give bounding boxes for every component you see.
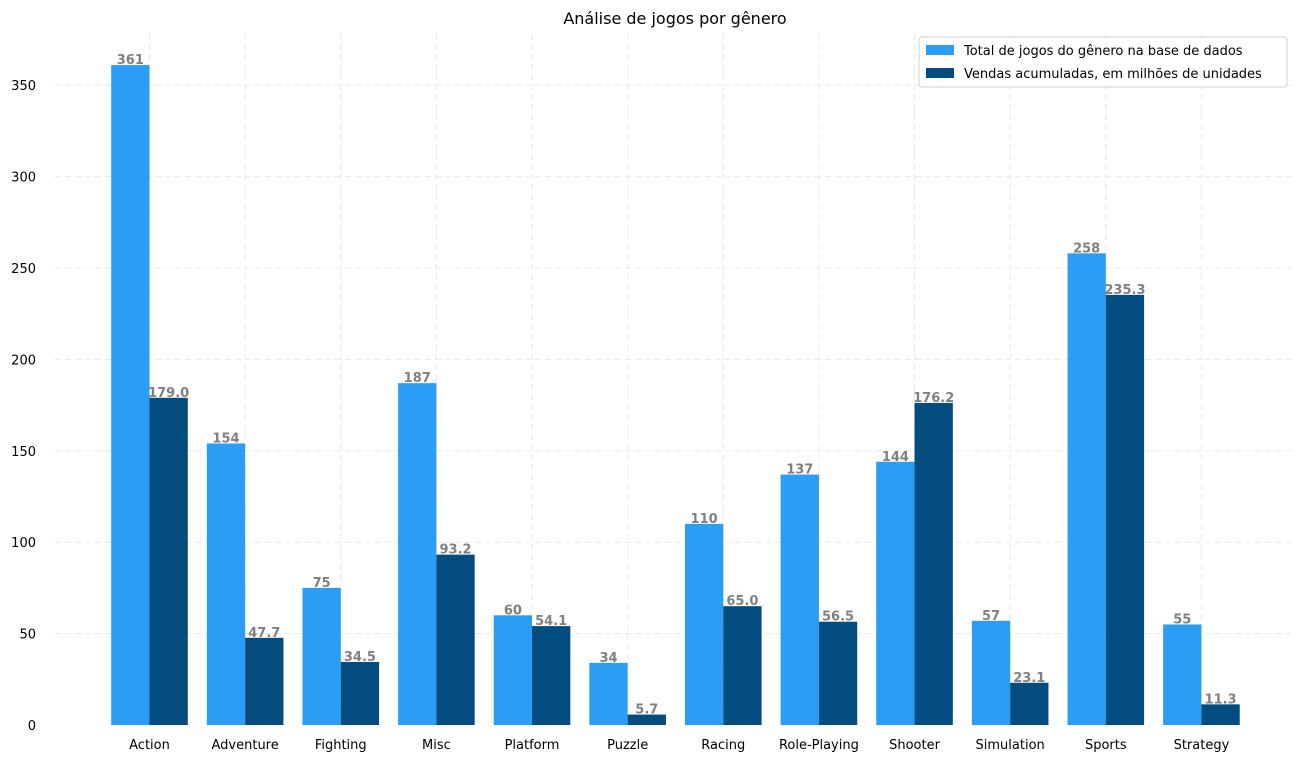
bar-total-jogos-strategy [1163,624,1202,725]
x-tick-label-platform: Platform [505,738,560,753]
bar-vendas-fighting [340,661,380,725]
legend-box [918,36,1288,88]
data-label-vendas-shooter: 176.2 [913,391,954,406]
legend-swatch-total-jogos [926,45,954,55]
bar-total-jogos-sports [1067,253,1106,725]
data-label-vendas-strategy: 11.3 [1205,692,1237,707]
data-label-total-jogos-simulation: 57 [982,609,1000,624]
data-label-total-jogos-fighting: 75 [313,576,331,591]
data-label-total-jogos-adventure: 154 [212,431,239,446]
bar-total-jogos-role-playing [780,474,819,725]
x-tick-label-misc: Misc [422,738,451,753]
x-tick-label-simulation: Simulation [976,738,1045,753]
data-label-total-jogos-platform: 60 [504,603,522,618]
bar-vendas-racing [723,606,762,725]
bar-total-jogos-misc [398,383,437,725]
x-tick-label-strategy: Strategy [1174,738,1230,753]
bar-total-jogos-racing [684,523,724,725]
data-label-total-jogos-misc: 187 [404,371,431,386]
data-label-vendas-racing: 65.0 [726,594,758,609]
bar-vendas-strategy [1201,704,1240,725]
legend-label-vendas: Vendas acumuladas, em milhões de unidade… [964,67,1262,82]
data-label-vendas-sports: 235.3 [1104,283,1145,298]
data-label-vendas-misc: 93.2 [440,543,472,558]
data-label-total-jogos-strategy: 55 [1173,612,1191,627]
x-tick-label-role-playing: Role-Playing [779,738,859,753]
y-axis: 0 50 100 150 200 250 300 350 [11,79,36,734]
data-label-vendas-platform: 54.1 [535,614,567,629]
data-label-total-jogos-action: 361 [117,53,144,68]
legend-label-total-jogos: Total de jogos do gênero na base de dado… [963,44,1243,59]
bar-total-jogos-adventure [206,443,246,725]
bar-total-jogos-shooter [876,461,915,725]
bar-vendas-simulation [1010,682,1049,725]
x-tick-label-puzzle: Puzzle [607,738,648,753]
x-tick-label-sports: Sports [1085,738,1127,753]
x-tick-label-action: Action [129,738,170,753]
bar-vendas-platform [532,626,571,725]
y-tick-label-50: 50 [19,628,36,643]
y-tick-label-350: 350 [11,79,36,94]
bar-total-jogos-platform [493,615,533,725]
y-tick-label-200: 200 [11,353,36,368]
data-label-vendas-fighting: 34.5 [344,650,376,665]
x-tick-label-fighting: Fighting [315,738,367,753]
data-label-vendas-role-playing: 56.5 [822,610,854,625]
y-tick-label-100: 100 [11,536,36,551]
x-tick-label-shooter: Shooter [889,738,940,753]
bar-vendas-sports [1105,294,1145,725]
legend: Total de jogos do gênero na base de dado… [918,36,1288,88]
y-tick-label-0: 0 [28,719,36,734]
data-label-vendas-puzzle: 5.7 [635,703,658,718]
bar-total-jogos-simulation [971,620,1011,725]
x-tick-label-adventure: Adventure [212,738,279,753]
data-label-vendas-simulation: 23.1 [1013,671,1045,686]
bar-total-jogos-fighting [302,587,341,725]
legend-swatch-vendas [926,68,954,78]
data-label-total-jogos-role-playing: 137 [786,463,813,478]
x-axis: Action Adventure Fighting Misc Platform Puzzl… [129,738,1229,753]
bar-vendas-role-playing [818,621,858,725]
bar-vendas-action [149,397,188,725]
data-label-total-jogos-shooter: 144 [882,450,909,465]
y-tick-label-300: 300 [11,171,36,186]
x-tick-label-racing: Racing [701,738,745,753]
data-label-total-jogos-puzzle: 34 [599,651,617,666]
bar-total-jogos-puzzle [589,662,628,725]
data-label-total-jogos-sports: 258 [1073,241,1100,256]
bar-vendas-puzzle [627,714,666,725]
data-label-vendas-adventure: 47.7 [248,626,280,641]
bar-vendas-shooter [914,402,953,725]
data-labels-layer: 361 154 75 187 60 34 110 137 144 57 258 55 179.0 47.7… [117,53,1237,718]
data-label-total-jogos-racing: 110 [691,512,718,527]
bar-vendas-adventure [245,637,284,725]
bar-total-jogos-action [111,65,150,725]
y-tick-label-150: 150 [11,445,36,460]
chart-title: Análise de jogos por gênero [563,9,786,28]
bars-layer [111,65,1240,725]
y-tick-label-250: 250 [11,262,36,277]
data-label-vendas-action: 179.0 [148,386,189,401]
bar-vendas-misc [436,554,475,725]
